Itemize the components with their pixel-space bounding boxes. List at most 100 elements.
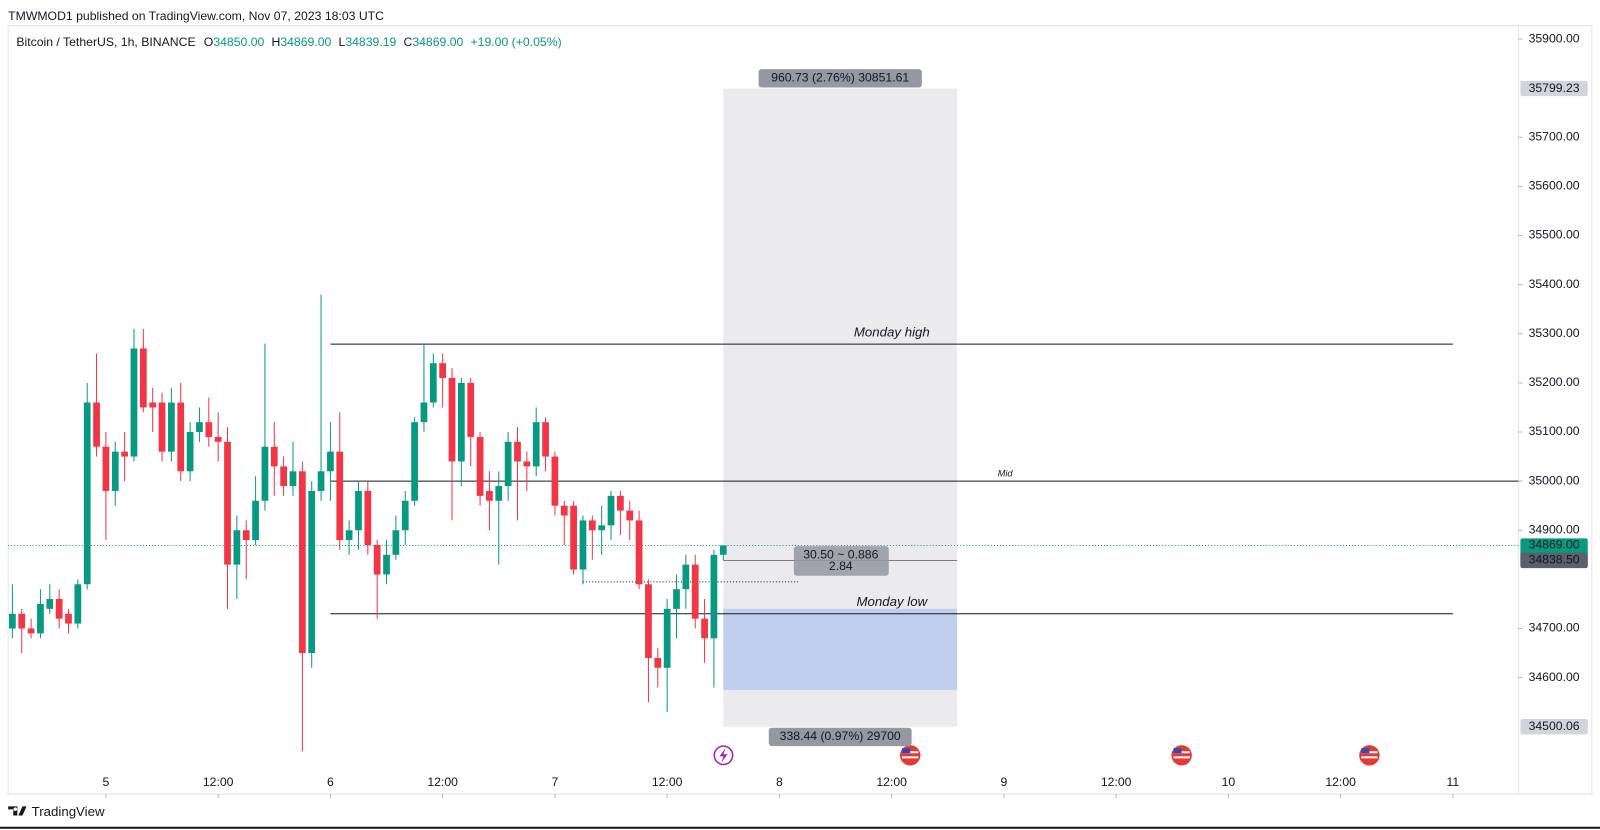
candle-body	[383, 554, 390, 575]
y-tick-label: 34700.00	[1529, 621, 1580, 635]
y-tick-label: 34600.00	[1529, 670, 1580, 684]
candle-body	[635, 520, 643, 585]
candle-body	[261, 446, 269, 501]
y-tick-label: 34900.00	[1529, 522, 1580, 536]
info-text: 2.84	[829, 559, 853, 573]
price-label: 34500.06	[1529, 719, 1580, 733]
x-tick-label: 5	[103, 775, 110, 789]
candle-body	[345, 530, 353, 541]
candle-body	[46, 599, 54, 609]
candle-body	[130, 348, 138, 457]
candle-body	[9, 613, 16, 629]
ohlc-key: L	[339, 35, 346, 49]
y-tick-label: 35000.00	[1529, 473, 1580, 487]
candle-body	[607, 495, 615, 526]
x-tick-label: 12:00	[1325, 775, 1356, 789]
price-label-box	[1520, 719, 1588, 735]
change: +19.00 (+0.05%)	[471, 35, 562, 49]
candle-body	[598, 525, 606, 531]
candle-body	[719, 545, 727, 555]
price-label: 34869.00	[1529, 538, 1580, 552]
candle-body	[682, 564, 690, 590]
candle-body	[111, 451, 119, 491]
candle-body	[532, 422, 540, 467]
x-tick-label: 9	[1000, 775, 1007, 789]
y-tick-label: 35100.00	[1529, 424, 1580, 438]
candle-body	[645, 584, 652, 658]
ohlc-value: 34839.19	[345, 35, 396, 49]
candle-body	[570, 505, 577, 570]
y-tick-label: 35700.00	[1529, 130, 1580, 144]
candle-body	[233, 530, 241, 565]
candle-body	[579, 520, 587, 570]
candle-body	[205, 422, 213, 437]
candle-body	[139, 348, 147, 408]
price-label-box	[1520, 552, 1588, 569]
price-label: 34838.50	[1529, 553, 1580, 567]
candle-body	[588, 520, 596, 531]
candle-body	[401, 500, 409, 531]
level-label: Monday high	[854, 324, 930, 339]
candle-body	[710, 554, 718, 639]
candle-body	[168, 402, 175, 452]
candle-body	[476, 436, 484, 496]
candle-body	[364, 490, 372, 545]
ohlc-key: H	[271, 35, 280, 49]
candle-body	[626, 510, 634, 521]
candle-body	[317, 471, 325, 491]
x-tick-label: 8	[776, 775, 783, 789]
ohlc-key: C	[403, 35, 412, 49]
candle-body	[327, 451, 334, 472]
info-text: 30.50 ~ 0.886	[803, 548, 878, 562]
ohlc-value: 34850.00	[213, 35, 264, 49]
candle-body	[242, 530, 250, 541]
candle-body	[439, 363, 447, 378]
y-tick-label: 35600.00	[1529, 179, 1580, 193]
candle-body	[504, 441, 512, 487]
candle-body	[467, 382, 475, 437]
candle-body	[280, 466, 288, 487]
measure-bottom-label: 338.44 (0.97%) 29700	[780, 729, 901, 743]
candle-body	[65, 613, 72, 624]
candle-body	[654, 657, 662, 668]
candle-body	[252, 500, 259, 541]
candle-body	[355, 490, 362, 531]
candle-body	[186, 432, 194, 472]
event-icons	[713, 745, 1380, 766]
candle-body	[27, 628, 35, 634]
candle-body	[373, 544, 381, 575]
candle-body	[74, 584, 82, 624]
price-label-box	[1520, 80, 1588, 97]
x-tick-label: 12:00	[876, 775, 907, 789]
candle-body	[429, 363, 437, 403]
level-label: Mid	[998, 468, 1014, 478]
x-tick-label: 12:00	[652, 775, 683, 789]
candle-body	[523, 461, 531, 467]
x-tick-label: 12:00	[1101, 775, 1132, 789]
candle-body	[55, 599, 63, 619]
candle-body	[83, 402, 91, 585]
y-tick-label: 35400.00	[1529, 277, 1580, 291]
candle-body	[486, 490, 493, 501]
level-label: Monday low	[856, 594, 928, 609]
candle-body	[420, 402, 428, 423]
publisher: TMWMOD1 published on TradingView.com, No…	[8, 9, 384, 23]
measure-label-box	[758, 69, 922, 88]
x-tick-label: 12:00	[427, 775, 458, 789]
zone	[723, 608, 958, 690]
ohlc-value: 34869.00	[412, 35, 463, 49]
candle-body	[560, 505, 568, 516]
candle-body	[495, 486, 503, 501]
candle-body	[121, 451, 128, 457]
candle-body	[158, 402, 166, 452]
candle-body	[542, 422, 549, 457]
measure-box	[723, 88, 958, 727]
x-tick-label: 12:00	[203, 775, 234, 789]
ohlc-key: O	[204, 35, 214, 49]
candle-body	[701, 618, 708, 639]
y-tick-label: 35300.00	[1529, 326, 1580, 340]
x-tick-label: 6	[327, 775, 334, 789]
footer-logo	[8, 806, 27, 816]
